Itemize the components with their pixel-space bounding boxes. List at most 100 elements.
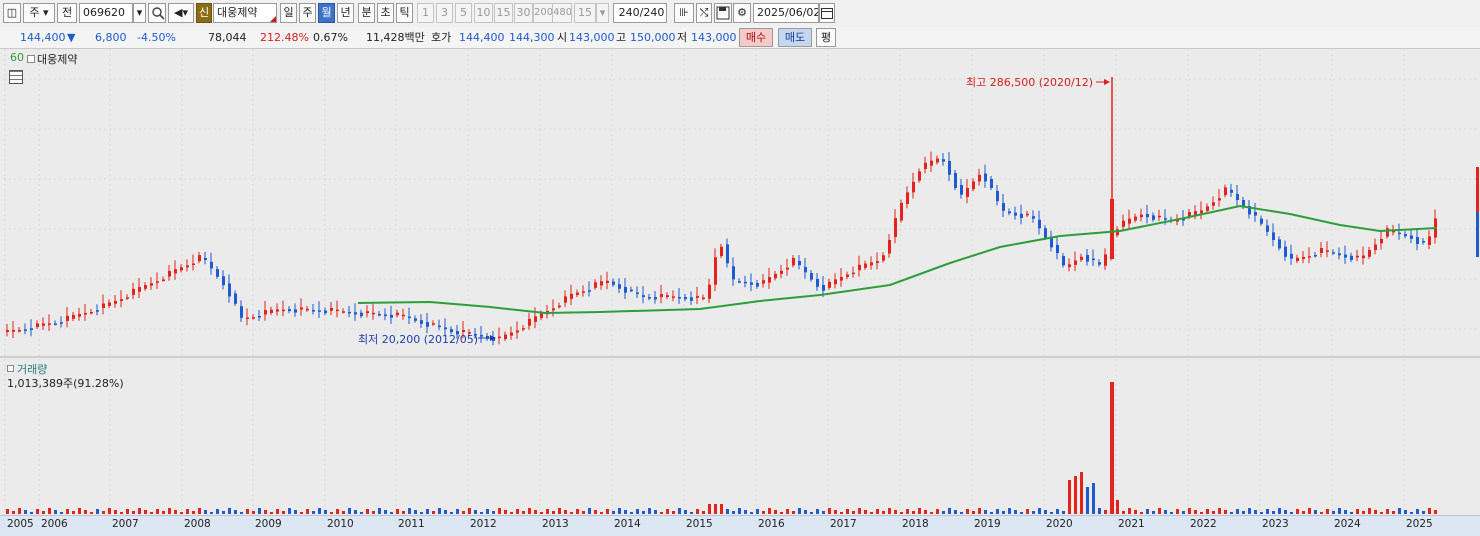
x-axis-label-2015: 2015	[686, 518, 713, 530]
candle-body	[324, 310, 327, 314]
tab-tick[interactable]: 틱	[396, 3, 413, 23]
interval-select[interactable]: 15	[574, 3, 596, 23]
layout-icon[interactable]: ◫	[3, 3, 21, 23]
candlestick-chart[interactable]	[0, 49, 1480, 535]
volume-bar	[216, 509, 219, 514]
candle-body	[990, 179, 993, 188]
stock-code-input[interactable]: 069620	[79, 3, 133, 23]
interval-1[interactable]: 1	[417, 3, 434, 23]
interval-dropdown-icon[interactable]: ▾	[596, 3, 609, 23]
volume-bar	[1362, 511, 1365, 514]
volume-bar	[1416, 509, 1419, 514]
candle-body	[72, 314, 75, 319]
candle-body	[246, 317, 249, 319]
volume-bar	[1242, 511, 1245, 514]
volume-bar	[378, 508, 381, 514]
candle-body	[456, 331, 459, 335]
volume-bar	[636, 509, 639, 514]
volume-bar	[804, 510, 807, 514]
interval-480[interactable]: 480	[552, 3, 572, 23]
tab-week[interactable]: 주	[299, 3, 316, 23]
candle-body	[1284, 246, 1287, 257]
candle-body	[540, 313, 543, 319]
chart-area[interactable]: 60 대웅제약 최고 286,500 (2020/12) 최저 20,200 (…	[0, 49, 1480, 536]
x-axis-label-2005: 2005	[7, 518, 34, 530]
candle-body	[402, 314, 405, 317]
candle-body	[936, 158, 939, 163]
volume-bar	[1026, 509, 1029, 514]
volume-bar	[870, 512, 873, 514]
candle-body	[1392, 230, 1395, 233]
tab-day[interactable]: 일	[280, 3, 297, 23]
candle-body	[396, 312, 399, 316]
sell-button[interactable]: 매도	[778, 28, 812, 47]
candle-body	[1086, 255, 1089, 262]
volume-bar	[486, 509, 489, 514]
jeon-button[interactable]: 전	[57, 3, 77, 23]
stock-name-field[interactable]: 대웅제약	[213, 3, 277, 23]
candle-body	[690, 297, 693, 301]
volume-bar	[120, 512, 123, 514]
interval-5[interactable]: 5	[455, 3, 472, 23]
date-input[interactable]: 2025/06/02	[753, 3, 819, 23]
volume-bar	[1344, 510, 1347, 514]
buy-button[interactable]: 매수	[739, 28, 773, 47]
interval-3[interactable]: 3	[436, 3, 453, 23]
interval-15[interactable]: 15	[494, 3, 513, 23]
search-icon[interactable]	[148, 3, 166, 23]
grid-table-icon[interactable]	[9, 70, 23, 84]
volume-bar	[1008, 508, 1011, 514]
volume-bar	[12, 511, 15, 514]
draw-tool-icon[interactable]: ⤭	[696, 3, 712, 23]
candle-body	[702, 297, 705, 300]
candle-body	[1410, 235, 1413, 239]
volume-bar	[564, 510, 567, 514]
candle-body	[714, 257, 717, 285]
interval-10[interactable]: 10	[474, 3, 493, 23]
candle-body	[672, 296, 675, 298]
code-dropdown-icon[interactable]: ▾	[133, 3, 146, 23]
volume-bar	[474, 510, 477, 514]
tab-second[interactable]: 초	[377, 3, 394, 23]
candle-body	[1212, 202, 1215, 206]
calendar-icon[interactable]	[819, 3, 835, 23]
candle-body	[1254, 212, 1257, 216]
candle-body	[36, 323, 39, 327]
volume-bar	[546, 509, 549, 514]
settings-icon[interactable]: ⚙	[733, 3, 751, 23]
volume-bar	[624, 510, 627, 514]
average-button[interactable]: 평	[816, 28, 836, 47]
candle-body	[1344, 254, 1347, 258]
candle-body	[1308, 256, 1311, 258]
save-icon[interactable]	[714, 3, 732, 23]
volume-bar	[642, 511, 645, 514]
count-input[interactable]: 240/240	[613, 3, 667, 23]
interval-200[interactable]: 200	[533, 3, 553, 23]
tab-minute[interactable]: 분	[358, 3, 375, 23]
candle-body	[54, 323, 57, 325]
x-axis-label-2016: 2016	[758, 518, 785, 530]
candle-body	[1038, 219, 1041, 229]
candle-body	[414, 318, 417, 321]
volume-bar	[54, 510, 57, 514]
candle-body	[126, 297, 129, 299]
candle-body	[660, 294, 663, 297]
candle-body	[270, 309, 273, 313]
candle-body	[1350, 255, 1353, 260]
candle-body	[174, 269, 177, 274]
speaker-icon[interactable]: ◀▾	[168, 3, 194, 23]
type-select[interactable]: 주 ▾	[23, 3, 55, 23]
volume-bar	[36, 509, 39, 514]
volume-bar	[1404, 510, 1407, 514]
volume-bar	[936, 509, 939, 514]
volume-bar	[846, 509, 849, 514]
candle-body	[582, 291, 585, 293]
candle-body	[516, 330, 519, 333]
tab-year[interactable]: 년	[337, 3, 354, 23]
candle-body	[1356, 255, 1359, 258]
candle-body	[342, 311, 345, 313]
interval-30[interactable]: 30	[514, 3, 533, 23]
candle-body	[822, 285, 825, 291]
candle-type-icon[interactable]: ⊪	[674, 3, 694, 23]
tab-month[interactable]: 월	[318, 3, 335, 23]
